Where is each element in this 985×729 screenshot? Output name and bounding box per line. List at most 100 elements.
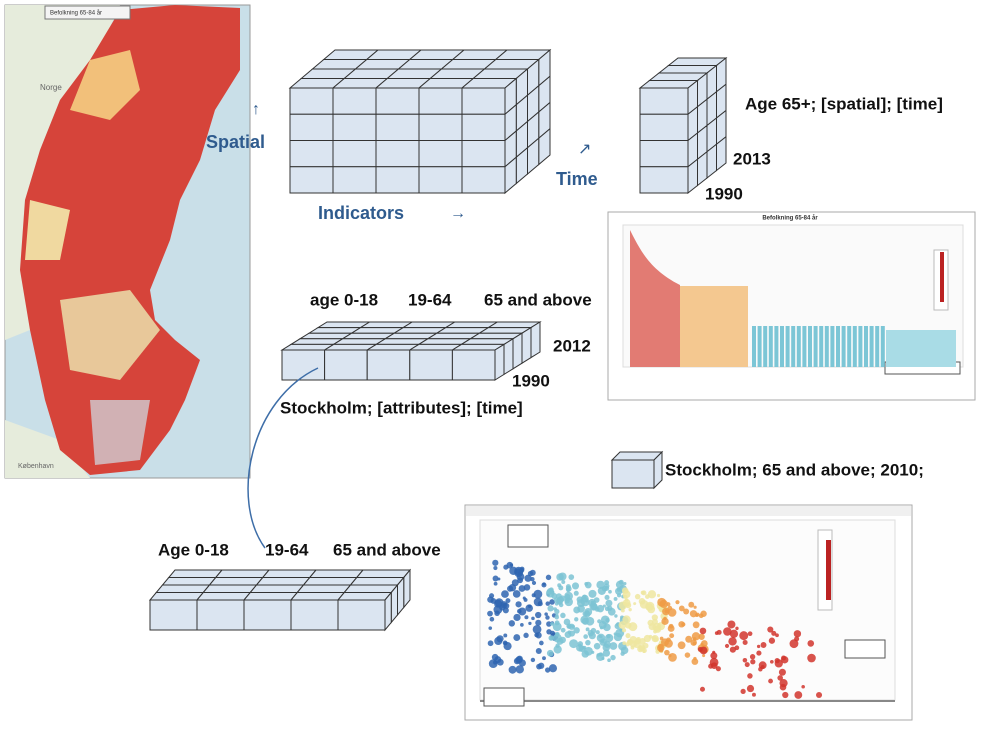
dot: [760, 664, 765, 669]
column-label: 65 and above: [484, 290, 592, 309]
dot: [503, 633, 508, 638]
dot: [691, 658, 699, 665]
cube-cell: [281, 349, 326, 381]
cube-cell: [639, 113, 689, 141]
dot: [622, 598, 631, 607]
bar: [869, 326, 874, 367]
dot: [585, 627, 590, 632]
dot: [590, 600, 595, 605]
cube-cell: [332, 166, 377, 194]
dot: [549, 636, 553, 641]
dot: [781, 655, 787, 661]
bar: [824, 326, 829, 367]
dot: [595, 630, 600, 635]
cube-cell: [639, 166, 689, 194]
dot: [623, 594, 628, 599]
dot: [513, 634, 521, 642]
dot: [588, 589, 597, 598]
dot: [502, 602, 507, 606]
dot: [716, 629, 722, 635]
dot: [643, 634, 651, 643]
dot: [775, 633, 779, 638]
cube-face: [161, 577, 217, 586]
cube-face: [261, 569, 318, 578]
axis-label: Indicators: [318, 203, 404, 223]
cube-face: [384, 591, 392, 632]
dot: [756, 644, 761, 649]
dot: [531, 616, 535, 621]
chart-title: Befolkning 65-84 år: [762, 215, 818, 222]
cube-cell: [451, 349, 496, 381]
tooltip: [507, 524, 549, 548]
dot: [710, 652, 718, 660]
cube-cell: [418, 140, 463, 168]
dot: [581, 617, 589, 625]
dot: [664, 609, 669, 614]
dot: [815, 691, 823, 699]
dot: [534, 632, 539, 638]
map-dropdown[interactable]: [44, 5, 131, 20]
dot: [793, 630, 802, 638]
dot: [593, 597, 600, 603]
dot: [666, 602, 671, 607]
dot: [668, 623, 674, 629]
dot: [494, 636, 503, 646]
dot: [563, 618, 571, 626]
dot: [555, 613, 559, 617]
dot: [633, 602, 637, 606]
dot: [728, 637, 737, 646]
dot: [647, 590, 657, 599]
dot: [544, 612, 548, 616]
dot: [560, 627, 566, 633]
dot: [610, 654, 616, 661]
dot: [531, 580, 537, 586]
dot: [523, 632, 529, 639]
connector: [247, 367, 319, 549]
cube-face: [242, 592, 299, 601]
dot: [512, 590, 521, 598]
dot: [623, 582, 627, 586]
dot: [604, 585, 610, 591]
bar: [836, 326, 840, 367]
bar: [796, 326, 801, 367]
arrow: ↑: [252, 101, 260, 118]
bar: [813, 326, 818, 367]
dot: [702, 654, 706, 658]
cube-face: [336, 592, 393, 601]
dot: [727, 620, 736, 629]
dot: [522, 596, 526, 600]
dot: [801, 685, 805, 689]
dot: [622, 615, 631, 624]
dot: [557, 583, 562, 588]
dot: [692, 641, 697, 646]
bar: [785, 326, 790, 367]
bar: [841, 326, 846, 367]
dot: [558, 602, 564, 608]
dot: [605, 599, 613, 607]
cube-cell: [366, 349, 411, 381]
arrow: ↗: [578, 141, 591, 158]
dot: [634, 593, 641, 600]
bar: [774, 326, 779, 367]
cube-cell: [332, 113, 377, 141]
cube-face: [155, 584, 211, 593]
map-title: Befolkning 65-84 år: [50, 10, 102, 17]
dot: [749, 654, 756, 660]
dot: [729, 629, 739, 638]
dot: [505, 598, 511, 604]
dot: [524, 574, 532, 582]
dot: [778, 668, 786, 676]
dot: [496, 658, 504, 666]
dot: [605, 633, 614, 643]
bar: [752, 326, 756, 367]
dot: [502, 640, 508, 646]
dot: [564, 593, 571, 600]
dot: [596, 653, 601, 657]
dot: [752, 692, 756, 697]
dot: [587, 630, 594, 637]
cube-cell: [290, 599, 339, 631]
dot: [685, 635, 693, 643]
dot: [735, 626, 739, 630]
map-region: [25, 200, 70, 260]
